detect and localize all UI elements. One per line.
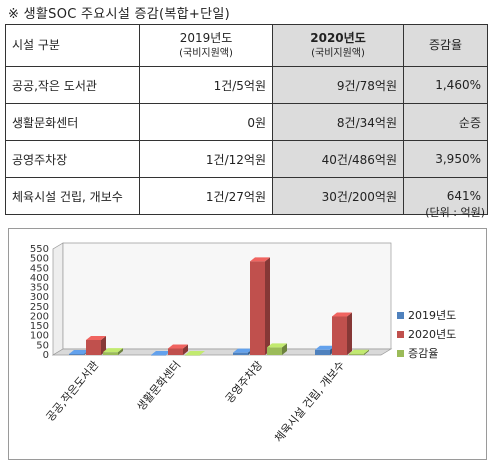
- bar-top: [103, 348, 123, 353]
- y-tick-label: 500: [30, 254, 49, 265]
- cell-2019: 0원: [139, 103, 273, 141]
- table-header-row: 시설 구분 2019년도 (국비지원액) 2020년도 (국비지원액) 증감율: [5, 24, 488, 67]
- facility-table: 시설 구분 2019년도 (국비지원액) 2020년도 (국비지원액) 증감율 …: [5, 24, 488, 215]
- bar-top: [86, 335, 106, 340]
- y-tick-label: 150: [30, 321, 49, 332]
- table-row: 공영주차장 1건/12억원 40건/486억원 3,950%: [5, 140, 488, 178]
- page-title: ※ 생활SOC 주요시설 증감(복합+단일): [8, 7, 231, 22]
- bar-top: [332, 312, 352, 317]
- category-label: 생활문화센터: [134, 358, 184, 414]
- cell-2019: 1건/27억원: [139, 177, 273, 215]
- bar: [69, 354, 84, 355]
- bar-top: [151, 351, 171, 355]
- bar-side: [118, 348, 123, 355]
- bar-side: [364, 349, 369, 355]
- y-tick-label: 550: [30, 244, 49, 255]
- header-2020-sub: (국비지원액): [311, 47, 365, 59]
- y-tick-label: 100: [30, 331, 49, 342]
- legend-swatch: [397, 312, 404, 319]
- legend-label: 2020년도: [408, 328, 456, 341]
- cell-rate: 순증: [403, 103, 488, 141]
- y-tick-label: 400: [30, 273, 49, 284]
- chart-area: 0 50 100 150 200 250 300 350 400 450 500 550 공공,작은도서…: [8, 228, 487, 460]
- bar: [233, 352, 248, 355]
- cell-facility: 공공,작은 도서관: [5, 66, 140, 104]
- cell-2020: 40건/486억원: [272, 140, 404, 178]
- header-2019-sub: (국비지원액): [179, 47, 233, 59]
- bar: [185, 355, 200, 356]
- y-tick-label: 450: [30, 263, 49, 274]
- header-facility: 시설 구분: [5, 24, 140, 67]
- bar-top: [233, 348, 253, 353]
- y-tick-label: 0: [43, 350, 49, 361]
- cell-2019: 1건/5억원: [139, 66, 273, 104]
- table-row: 체육시설 건립, 개보수 1건/27억원 30건/200억원 641%: [5, 177, 488, 215]
- bar-side: [183, 344, 188, 355]
- category-label: 체육시설 건립, 개보수: [272, 359, 347, 445]
- bar: [103, 352, 118, 355]
- bar-top: [349, 349, 369, 354]
- y-tick-label: 50: [36, 340, 49, 351]
- bar-top: [315, 345, 335, 350]
- bar: [349, 353, 364, 355]
- bar-top: [168, 344, 188, 349]
- legend-swatch: [397, 331, 404, 338]
- cell-facility: 체육시설 건립, 개보수: [5, 177, 140, 215]
- side-wall: [52, 242, 64, 356]
- y-tick-label: 300: [30, 292, 49, 303]
- cell-2020: 30건/200억원: [272, 177, 404, 215]
- cell-rate: 641%: [403, 177, 488, 215]
- table-row: 생활문화센터 0원 8건/34억원 순증: [5, 103, 488, 141]
- legend-swatch: [397, 350, 404, 357]
- bar-side: [347, 312, 352, 355]
- category-label: 공공,작은도서관: [44, 359, 102, 424]
- header-2019: 2019년도 (국비지원액): [139, 24, 273, 67]
- bar: [250, 261, 265, 355]
- bar-top: [250, 257, 270, 262]
- bar: [86, 339, 101, 355]
- cell-rate: 1,460%: [403, 66, 488, 104]
- bar-top: [267, 343, 287, 348]
- cell-2020: 9건/78억원: [272, 66, 404, 104]
- y-tick-label: 250: [30, 302, 49, 313]
- header-2020: 2020년도 (국비지원액): [272, 24, 404, 67]
- y-tick-label: 350: [30, 283, 49, 294]
- bar-side: [265, 257, 270, 355]
- cell-facility: 생활문화센터: [5, 103, 140, 141]
- cell-2019: 1건/12억원: [139, 140, 273, 178]
- table-row: 공공,작은 도서관 1건/5억원 9건/78억원 1,460%: [5, 66, 488, 104]
- bar-side: [101, 335, 106, 355]
- bar: [168, 348, 183, 355]
- bar: [267, 347, 282, 355]
- header-rate: 증감율: [403, 24, 488, 67]
- category-label: 공영주차장: [223, 359, 265, 406]
- legend-label: 증감율: [408, 347, 438, 360]
- bar: [332, 316, 347, 355]
- legend-label: 2019년도: [408, 309, 456, 322]
- cell-facility: 공영주차장: [5, 140, 140, 178]
- bar-top: [69, 350, 89, 355]
- unit-note: (단위 : 억원): [425, 206, 485, 219]
- y-tick-label: 200: [30, 311, 49, 322]
- cell-2020: 8건/34억원: [272, 103, 404, 141]
- bar-top: [185, 351, 205, 355]
- bar: [315, 349, 330, 355]
- bar: [151, 355, 166, 356]
- cell-rate: 3,950%: [403, 140, 488, 178]
- bar-side: [282, 343, 287, 355]
- header-2020-label: 2020년도: [310, 30, 366, 45]
- header-2019-label: 2019년도: [179, 30, 233, 45]
